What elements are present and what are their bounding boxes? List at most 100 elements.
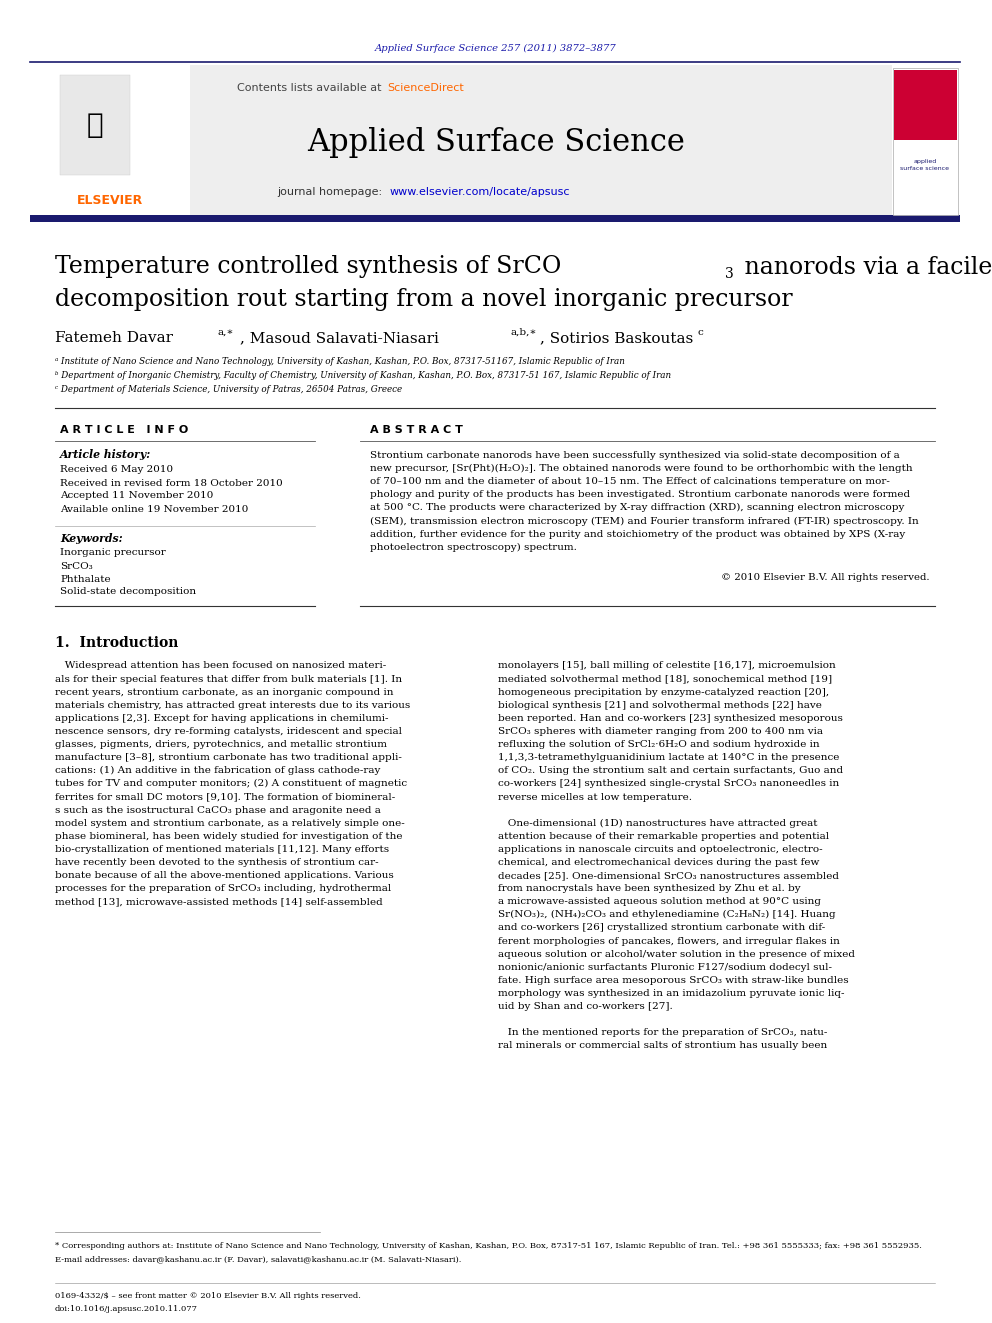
Text: processes for the preparation of SrCO₃ including, hydrothermal: processes for the preparation of SrCO₃ i… xyxy=(55,884,391,893)
Text: Article history:: Article history: xyxy=(60,450,151,460)
Text: Fatemeh Davar: Fatemeh Davar xyxy=(55,331,173,345)
Text: * Corresponding authors at: Institute of Nano Science and Nano Technology, Unive: * Corresponding authors at: Institute of… xyxy=(55,1242,922,1250)
Text: Phthalate: Phthalate xyxy=(60,574,111,583)
Text: applications [2,3]. Except for having applications in chemilumi-: applications [2,3]. Except for having ap… xyxy=(55,714,389,722)
Text: at 500 °C. The products were characterized by X-ray diffraction (XRD), scanning : at 500 °C. The products were characteriz… xyxy=(370,503,905,512)
Text: nanorods via a facile solid-state: nanorods via a facile solid-state xyxy=(737,255,992,279)
Text: uid by Shan and co-workers [27].: uid by Shan and co-workers [27]. xyxy=(498,1002,673,1011)
Text: Keywords:: Keywords: xyxy=(60,533,123,545)
Text: Strontium carbonate nanorods have been successfully synthesized via solid-state : Strontium carbonate nanorods have been s… xyxy=(370,451,900,459)
Bar xyxy=(893,67,958,216)
Bar xyxy=(30,67,190,216)
Text: ᶜ Department of Materials Science, University of Patras, 26504 Patras, Greece: ᶜ Department of Materials Science, Unive… xyxy=(55,385,402,394)
Text: A B S T R A C T: A B S T R A C T xyxy=(370,425,463,435)
Text: applied
surface science: applied surface science xyxy=(901,159,949,171)
Bar xyxy=(190,65,892,216)
Text: of CO₂. Using the strontium salt and certain surfactants, Guo and: of CO₂. Using the strontium salt and cer… xyxy=(498,766,843,775)
Text: glasses, pigments, driers, pyrotechnics, and metallic strontium: glasses, pigments, driers, pyrotechnics,… xyxy=(55,740,387,749)
Text: Applied Surface Science 257 (2011) 3872–3877: Applied Surface Science 257 (2011) 3872–… xyxy=(375,44,617,53)
Text: a,∗: a,∗ xyxy=(218,328,234,336)
Text: chemical, and electromechanical devices during the past few: chemical, and electromechanical devices … xyxy=(498,859,819,867)
Text: tubes for TV and computer monitors; (2) A constituent of magnetic: tubes for TV and computer monitors; (2) … xyxy=(55,779,407,789)
Text: E-mail addresses: davar@kashanu.ac.ir (F. Davar), salavati@kashanu.ac.ir (M. Sal: E-mail addresses: davar@kashanu.ac.ir (F… xyxy=(55,1256,461,1263)
Text: aqueous solution or alcohol/water solution in the presence of mixed: aqueous solution or alcohol/water soluti… xyxy=(498,950,855,959)
Text: Widespread attention has been focused on nanosized materi-: Widespread attention has been focused on… xyxy=(55,662,386,671)
Text: applications in nanoscale circuits and optoelectronic, electro-: applications in nanoscale circuits and o… xyxy=(498,845,822,853)
Text: ᵃ Institute of Nano Science and Nano Technology, University of Kashan, Kashan, P: ᵃ Institute of Nano Science and Nano Tec… xyxy=(55,357,625,366)
Bar xyxy=(894,140,957,146)
Text: 🌳: 🌳 xyxy=(86,111,103,139)
Text: Inorganic precursor: Inorganic precursor xyxy=(60,549,166,557)
Bar xyxy=(60,75,130,175)
Text: nescence sensors, dry re-forming catalysts, iridescent and special: nescence sensors, dry re-forming catalys… xyxy=(55,728,402,736)
Text: morphology was synthesized in an imidazolium pyruvate ionic liq-: morphology was synthesized in an imidazo… xyxy=(498,990,844,998)
Text: journal homepage:: journal homepage: xyxy=(278,187,386,197)
Text: 1.  Introduction: 1. Introduction xyxy=(55,636,179,650)
Text: have recently been devoted to the synthesis of strontium car-: have recently been devoted to the synthe… xyxy=(55,859,379,867)
Text: photoelectron spectroscopy) spectrum.: photoelectron spectroscopy) spectrum. xyxy=(370,542,577,552)
Text: Applied Surface Science: Applied Surface Science xyxy=(308,127,684,159)
Text: attention because of their remarkable properties and potential: attention because of their remarkable pr… xyxy=(498,832,829,841)
Text: homogeneous precipitation by enzyme-catalyzed reaction [20],: homogeneous precipitation by enzyme-cata… xyxy=(498,688,829,697)
Text: manufacture [3–8], strontium carbonate has two traditional appli-: manufacture [3–8], strontium carbonate h… xyxy=(55,753,402,762)
Text: One-dimensional (1D) nanostructures have attracted great: One-dimensional (1D) nanostructures have… xyxy=(498,819,817,828)
Text: of 70–100 nm and the diameter of about 10–15 nm. The Effect of calcinations temp: of 70–100 nm and the diameter of about 1… xyxy=(370,476,890,486)
Text: and co-workers [26] crystallized strontium carbonate with dif-: and co-workers [26] crystallized stronti… xyxy=(498,923,825,933)
Text: co-workers [24] synthesized single-crystal SrCO₃ nanoneedles in: co-workers [24] synthesized single-cryst… xyxy=(498,779,839,789)
Text: biological synthesis [21] and solvothermal methods [22] have: biological synthesis [21] and solvotherm… xyxy=(498,701,822,710)
Text: a,b,∗: a,b,∗ xyxy=(510,328,537,336)
Text: from nanocrystals have been synthesized by Zhu et al. by: from nanocrystals have been synthesized … xyxy=(498,884,801,893)
Text: Contents lists available at: Contents lists available at xyxy=(237,83,385,93)
Text: Sr(NO₃)₂, (NH₄)₂CO₃ and ethylenediamine (C₂H₈N₂) [14]. Huang: Sr(NO₃)₂, (NH₄)₂CO₃ and ethylenediamine … xyxy=(498,910,835,919)
Text: als for their special features that differ from bulk materials [1]. In: als for their special features that diff… xyxy=(55,675,402,684)
Text: bonate because of all the above-mentioned applications. Various: bonate because of all the above-mentione… xyxy=(55,871,394,880)
Text: monolayers [15], ball milling of celestite [16,17], microemulsion: monolayers [15], ball milling of celesti… xyxy=(498,662,835,671)
Text: method [13], microwave-assisted methods [14] self-assembled: method [13], microwave-assisted methods … xyxy=(55,897,383,906)
Text: refluxing the solution of SrCl₂·6H₂O and sodium hydroxide in: refluxing the solution of SrCl₂·6H₂O and… xyxy=(498,740,819,749)
Text: fate. High surface area mesoporous SrCO₃ with straw-like bundles: fate. High surface area mesoporous SrCO₃… xyxy=(498,976,848,984)
Text: ELSEVIER: ELSEVIER xyxy=(76,193,143,206)
Text: SrCO₃: SrCO₃ xyxy=(60,561,92,570)
Text: decomposition rout starting from a novel inorganic precursor: decomposition rout starting from a novel… xyxy=(55,288,793,311)
Text: 3: 3 xyxy=(725,267,734,280)
Text: 1,1,3,3-tetramethylguanidinium lactate at 140°C in the presence: 1,1,3,3-tetramethylguanidinium lactate a… xyxy=(498,753,839,762)
Text: reverse micelles at low temperature.: reverse micelles at low temperature. xyxy=(498,792,692,802)
Text: phase biomineral, has been widely studied for investigation of the: phase biomineral, has been widely studie… xyxy=(55,832,403,841)
Text: In the mentioned reports for the preparation of SrCO₃, natu-: In the mentioned reports for the prepara… xyxy=(498,1028,827,1037)
Text: A R T I C L E   I N F O: A R T I C L E I N F O xyxy=(60,425,188,435)
Text: addition, further evidence for the purity and stoichiometry of the product was o: addition, further evidence for the purit… xyxy=(370,529,906,538)
Text: Available online 19 November 2010: Available online 19 November 2010 xyxy=(60,504,248,513)
Text: www.elsevier.com/locate/apsusc: www.elsevier.com/locate/apsusc xyxy=(390,187,570,197)
Text: © 2010 Elsevier B.V. All rights reserved.: © 2010 Elsevier B.V. All rights reserved… xyxy=(721,573,930,582)
Bar xyxy=(30,216,960,222)
Text: nonionic/anionic surfactants Pluronic F127/sodium dodecyl sul-: nonionic/anionic surfactants Pluronic F1… xyxy=(498,963,832,972)
Bar xyxy=(894,70,957,146)
Text: decades [25]. One-dimensional SrCO₃ nanostructures assembled: decades [25]. One-dimensional SrCO₃ nano… xyxy=(498,871,839,880)
Text: phology and purity of the products has been investigated. Strontium carbonate na: phology and purity of the products has b… xyxy=(370,490,910,499)
Text: materials chemistry, has attracted great interests due to its various: materials chemistry, has attracted great… xyxy=(55,701,411,710)
Text: ScienceDirect: ScienceDirect xyxy=(387,83,463,93)
Text: cations: (1) An additive in the fabrication of glass cathode-ray: cations: (1) An additive in the fabricat… xyxy=(55,766,380,775)
Text: ferent morphologies of pancakes, flowers, and irregular flakes in: ferent morphologies of pancakes, flowers… xyxy=(498,937,840,946)
Text: been reported. Han and co-workers [23] synthesized mesoporous: been reported. Han and co-workers [23] s… xyxy=(498,714,843,722)
Text: 0169-4332/$ – see front matter © 2010 Elsevier B.V. All rights reserved.: 0169-4332/$ – see front matter © 2010 El… xyxy=(55,1293,361,1301)
Text: , Sotirios Baskoutas: , Sotirios Baskoutas xyxy=(540,331,693,345)
Text: ral minerals or commercial salts of strontium has usually been: ral minerals or commercial salts of stro… xyxy=(498,1041,827,1050)
Text: , Masoud Salavati-Niasari: , Masoud Salavati-Niasari xyxy=(240,331,438,345)
Text: mediated solvothermal method [18], sonochemical method [19]: mediated solvothermal method [18], sonoc… xyxy=(498,675,832,684)
Text: c: c xyxy=(698,328,703,336)
Text: Accepted 11 November 2010: Accepted 11 November 2010 xyxy=(60,492,213,500)
Text: Received in revised form 18 October 2010: Received in revised form 18 October 2010 xyxy=(60,479,283,487)
Text: model system and strontium carbonate, as a relatively simple one-: model system and strontium carbonate, as… xyxy=(55,819,405,828)
Text: doi:10.1016/j.apsusc.2010.11.077: doi:10.1016/j.apsusc.2010.11.077 xyxy=(55,1304,198,1312)
Text: bio-crystallization of mentioned materials [11,12]. Many efforts: bio-crystallization of mentioned materia… xyxy=(55,845,389,853)
Text: a microwave-assisted aqueous solution method at 90°C using: a microwave-assisted aqueous solution me… xyxy=(498,897,821,906)
Text: Received 6 May 2010: Received 6 May 2010 xyxy=(60,466,174,475)
Text: ᵇ Department of Inorganic Chemistry, Faculty of Chemistry, University of Kashan,: ᵇ Department of Inorganic Chemistry, Fac… xyxy=(55,372,672,381)
Text: SrCO₃ spheres with diameter ranging from 200 to 400 nm via: SrCO₃ spheres with diameter ranging from… xyxy=(498,728,823,736)
Text: ferrites for small DC motors [9,10]. The formation of biomineral-: ferrites for small DC motors [9,10]. The… xyxy=(55,792,395,802)
Text: recent years, strontium carbonate, as an inorganic compound in: recent years, strontium carbonate, as an… xyxy=(55,688,394,697)
Text: Solid-state decomposition: Solid-state decomposition xyxy=(60,587,196,597)
Text: (SEM), transmission electron microscopy (TEM) and Fourier transform infrared (FT: (SEM), transmission electron microscopy … xyxy=(370,516,919,525)
Text: s such as the isostructural CaCO₃ phase and aragonite need a: s such as the isostructural CaCO₃ phase … xyxy=(55,806,381,815)
